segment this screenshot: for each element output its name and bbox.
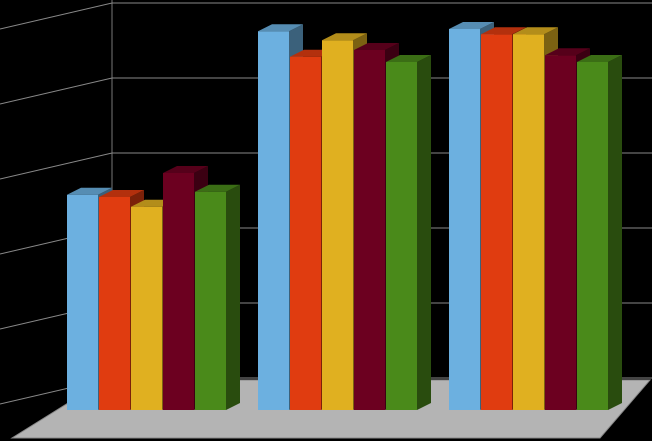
- bar: [290, 56, 321, 410]
- bar-top: [67, 187, 112, 195]
- bar-top: [258, 24, 303, 32]
- bar: [513, 34, 544, 410]
- bar-top: [195, 184, 240, 192]
- bar: [386, 62, 417, 410]
- bar-side: [226, 184, 240, 410]
- bar-top: [322, 33, 367, 41]
- bar-side: [417, 55, 431, 410]
- bar-top: [481, 27, 526, 35]
- bar: [258, 31, 289, 410]
- bar: [577, 62, 608, 410]
- bar-top: [577, 55, 622, 62]
- bar: [545, 55, 576, 410]
- grid-line: [0, 2, 652, 30]
- bar: [322, 40, 353, 410]
- bar-side: [608, 55, 622, 410]
- bar-top: [354, 43, 399, 50]
- bar: [163, 173, 194, 410]
- bar: [195, 191, 226, 410]
- bar-top: [449, 22, 494, 29]
- bar: [449, 29, 480, 410]
- bar-top: [513, 27, 558, 35]
- bar: [67, 194, 98, 410]
- bar: [99, 197, 130, 410]
- bar-top: [99, 190, 144, 197]
- bar-top: [163, 166, 208, 173]
- bar-top: [545, 48, 590, 56]
- bar: [131, 206, 162, 410]
- bar: [481, 34, 512, 410]
- bar: [354, 50, 385, 410]
- bar-top: [386, 55, 431, 62]
